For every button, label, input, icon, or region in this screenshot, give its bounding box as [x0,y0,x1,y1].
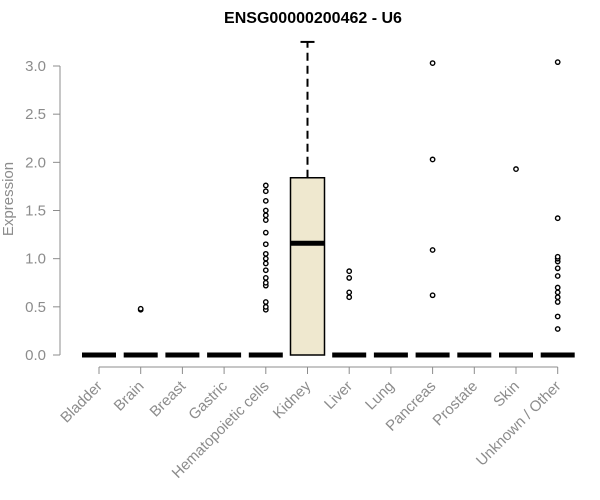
outlier-point [554,215,561,222]
outlier-point [137,305,144,312]
x-tick-label: Skin [490,378,523,411]
y-tick-label: 1.0 [25,251,46,268]
outlier-point [554,326,561,332]
x-tick-label: Kidney [270,377,315,422]
outlier-point [429,156,436,163]
outlier-point [346,294,353,301]
outlier-point [262,255,269,262]
box-group [123,305,158,358]
box-group [332,268,367,358]
outlier-point [262,212,269,219]
outlier-point [429,247,436,253]
outlier-point [262,279,269,286]
box-group [289,40,326,356]
outlier-point [554,299,561,305]
y-tick-label: 0.5 [25,299,46,316]
plot-area [82,40,575,358]
x-tick-label: Bladder [57,378,106,427]
y-tick-label: 1.5 [25,203,46,220]
outlier-point [513,166,519,172]
outlier-point [262,241,269,248]
y-tick-label: 2.5 [25,106,46,123]
outlier-point [429,292,436,299]
x-tick-label: Brain [111,378,148,415]
box-group [415,60,450,358]
outlier-point [262,229,269,236]
outlier-point [262,275,269,281]
outlier-point [554,273,561,279]
chart-title: ENSG00000200462 - U6 [224,10,402,27]
y-axis: 0.0 0.5 1.0 1.5 2.0 2.5 3.0 [25,58,61,364]
outlier-point [429,60,436,67]
y-tick-label: 3.0 [25,58,46,75]
outlier-point [262,207,269,214]
outlier-point [346,275,353,281]
outlier-point [554,289,561,296]
y-tick-label: 2.0 [25,154,46,171]
outlier-point [262,267,269,274]
outlier-point [554,253,561,260]
x-tick-label: Lung [362,378,398,414]
outlier-point [554,284,561,291]
outlier-point [346,268,353,275]
outlier-point [262,299,269,305]
y-axis-label: Expression [0,162,17,236]
outlier-point [554,313,561,320]
x-tick-label: Prostate [430,378,482,430]
outlier-point [554,265,561,272]
outlier-point [262,260,269,267]
outlier-point [262,217,269,224]
box-group [248,182,283,358]
box-group [540,59,575,358]
outlier-point [262,250,269,257]
outlier-point [346,289,353,296]
outlier-point [262,182,269,189]
outlier-point [262,188,269,195]
box-group [499,166,533,358]
outlier-point [554,294,561,301]
x-tick-label: Breast [147,377,190,420]
box-iqr [289,176,326,356]
y-tick-label: 0.0 [25,347,46,364]
outlier-point [262,197,269,204]
x-tick-label: Liver [321,378,356,413]
outlier-point [262,303,269,310]
outlier-point [554,59,561,66]
